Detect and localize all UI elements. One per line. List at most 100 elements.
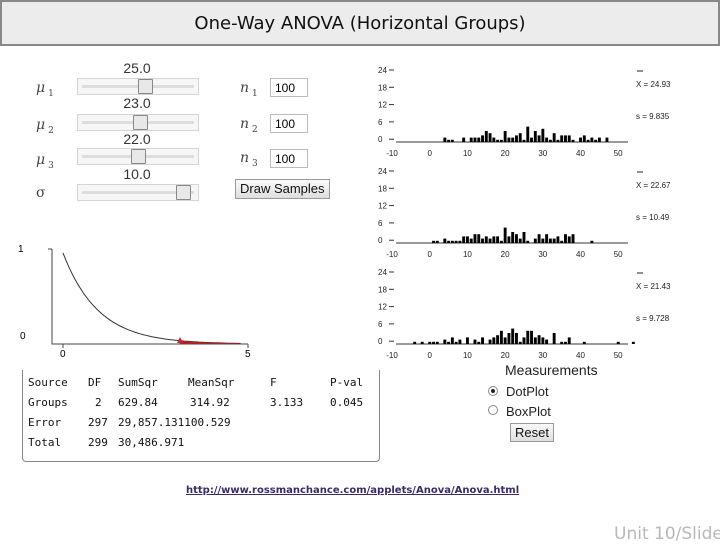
dotplot-x-tick-label: 0 xyxy=(427,250,432,259)
mu2-value: 23.0 xyxy=(123,95,151,111)
dotplot-dot-stack xyxy=(597,137,601,142)
slider-thumb[interactable] xyxy=(138,79,153,94)
dotplot-dot-stack xyxy=(526,240,530,243)
slider-thumb[interactable] xyxy=(131,149,146,164)
dotplot-dot-stack xyxy=(541,238,545,243)
dotplot-dot-stack xyxy=(507,333,511,344)
table-cell: 30,486.971 xyxy=(118,436,185,449)
dotplot-dot-stack xyxy=(496,236,500,243)
dotplot-option-label[interactable]: DotPlot xyxy=(506,384,549,399)
mu3-slider[interactable] xyxy=(77,148,199,165)
sigma-label: σ xyxy=(36,185,46,201)
dotplot-dot-stack xyxy=(499,330,503,344)
dotplot-x-tick-label: 40 xyxy=(576,250,585,259)
group-sd-label: s = 9.728 xyxy=(636,314,670,323)
table-cell: 314.92 xyxy=(190,396,230,409)
dotplot-dot-stack xyxy=(582,135,586,142)
slider-thumb[interactable] xyxy=(133,115,148,130)
table-cell: Error xyxy=(28,416,62,429)
dotplot-dot-stack xyxy=(567,236,571,243)
dotplot-dot-stack xyxy=(447,341,451,344)
dotplot-dot-stack xyxy=(564,341,567,344)
boxplot-radio[interactable] xyxy=(488,405,498,415)
dotplot-dot-stack xyxy=(530,330,533,344)
dotplot-dot-stack xyxy=(469,137,473,142)
dotplot-dot-stack xyxy=(462,137,466,142)
dotplot-dot-stack xyxy=(515,135,518,142)
dotplot-dot-stack xyxy=(579,137,582,142)
dotplot-radio[interactable] xyxy=(488,386,498,396)
n1-input[interactable] xyxy=(270,78,308,97)
reset-button[interactable]: Reset xyxy=(510,423,554,442)
dotplot-dot-stack xyxy=(537,135,541,142)
n3-input[interactable] xyxy=(270,149,308,168)
dotplot-dot-stack xyxy=(473,234,477,243)
dotplot-y-tick-label: 6 xyxy=(378,219,383,228)
applet-source-link[interactable]: http://www.rossmanchance.com/applets/Ano… xyxy=(186,485,520,496)
slider-thumb[interactable] xyxy=(176,185,191,200)
dotplot-y-tick-label: 12 xyxy=(378,101,387,110)
table-header: F xyxy=(270,376,277,389)
dotplot-y-tick-label: 0 xyxy=(378,337,383,346)
dotplot-dot-stack xyxy=(567,337,571,344)
dotplot-dot-stack xyxy=(533,131,537,142)
fdist-x-tick-label: 0 xyxy=(60,349,66,360)
dotplot-dot-stack xyxy=(469,238,473,243)
dotplot-dot-stack xyxy=(594,139,598,142)
dotplot-dot-stack xyxy=(499,240,503,243)
dotplot-dot-stack xyxy=(492,236,496,243)
dotplot-x-tick-label: -10 xyxy=(386,351,398,360)
dotplot-dot-stack xyxy=(548,139,552,142)
sigma-slider[interactable] xyxy=(77,184,199,201)
dotplot-dot-stack xyxy=(443,339,447,344)
boxplot-option-label[interactable]: BoxPlot xyxy=(506,404,551,419)
dotplot-y-tick-label: 6 xyxy=(378,320,383,329)
table-cell: 2 xyxy=(95,396,102,409)
dotplot-dot-stack xyxy=(450,240,454,243)
dotplot-x-tick-label: 10 xyxy=(463,149,472,158)
dotplot-dot-stack xyxy=(518,341,522,344)
draw-samples-button[interactable]: Draw Samples xyxy=(235,179,330,199)
table-header: Source xyxy=(28,376,68,389)
table-header: MeanSqr xyxy=(188,376,235,389)
mu2-slider[interactable] xyxy=(77,114,199,131)
measurements-label: Measurements xyxy=(505,362,598,378)
fdist-axes xyxy=(51,249,248,345)
dotplot-x-tick-label: 20 xyxy=(501,351,510,360)
dotplot-dot-stack xyxy=(435,240,439,243)
dotplot-dot-stack xyxy=(552,333,556,344)
group-mean-label: X = 21.43 xyxy=(636,282,671,291)
dotplot-dot-stack xyxy=(518,133,522,142)
dotplot-y-tick-label: 24 xyxy=(378,66,387,75)
dotplot-dot-stack xyxy=(541,337,545,344)
dotplot-y-tick-label: 24 xyxy=(378,268,387,277)
dotplot-dot-stack xyxy=(537,234,541,243)
p-value-tail-region xyxy=(178,340,241,344)
table-header: P-val xyxy=(330,376,364,389)
dotplot-y-tick-label: 18 xyxy=(378,285,387,294)
sigma-value: 10.0 xyxy=(123,166,151,182)
f-statistic-marker xyxy=(177,337,183,343)
dotplot-dot-stack xyxy=(481,135,484,142)
dotplot-x-tick-label: 10 xyxy=(463,250,472,259)
fdist-y-tick-label: 1 xyxy=(18,244,24,255)
dotplot-dot-stack xyxy=(560,240,564,243)
dotplot-y-tick-label: 12 xyxy=(378,202,387,211)
dotplot-x-tick-label: 20 xyxy=(501,250,510,259)
n2-input[interactable] xyxy=(270,114,308,133)
dotplot-dot-stack xyxy=(488,339,492,344)
dotplot-dot-stack xyxy=(428,341,432,344)
dotplot-dot-stack xyxy=(503,131,507,142)
mu1-slider[interactable] xyxy=(77,78,199,95)
dotplot-dot-stack xyxy=(511,137,515,142)
dotplot-dot-stack xyxy=(435,341,439,344)
table-cell: 629.84 xyxy=(118,396,158,409)
dotplot-dot-stack xyxy=(507,137,511,142)
table-cell: 297 xyxy=(88,416,108,429)
anova-table: Source DF SumSqr MeanSqr F P-val Groups … xyxy=(22,370,380,462)
dotplot-dot-stack xyxy=(462,236,466,243)
dotplot-x-tick-label: 40 xyxy=(576,149,585,158)
